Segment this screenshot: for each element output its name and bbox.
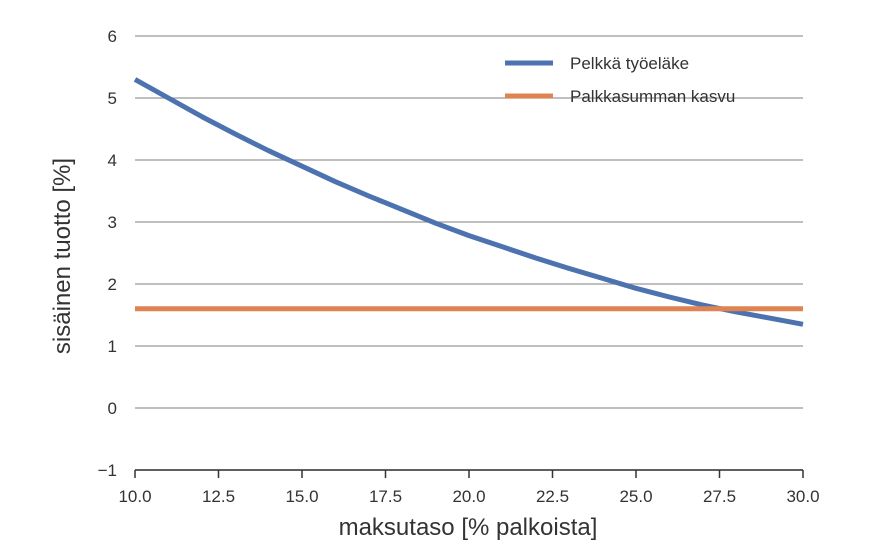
y-tick-label: 6: [108, 27, 117, 46]
series-lines: [133, 77, 804, 327]
y-tick-label: 0: [108, 399, 117, 418]
x-tick-label: 20.0: [452, 487, 485, 506]
y-tick-label: 4: [108, 151, 117, 170]
x-tick-label: 15.0: [285, 487, 318, 506]
axes: −1 0 1 2 3 4 5 6 10.0 12.5 15.0 17.5 20.0 22.5 25.0 27.…: [98, 27, 820, 506]
legend-label-2: Palkkasumman kasvu: [570, 87, 735, 106]
x-tick-label: 30.0: [786, 487, 819, 506]
x-tick-label: 10.0: [118, 487, 151, 506]
series-line-1: [133, 77, 804, 327]
x-tick-label: 27.5: [703, 487, 736, 506]
legend-label-1: Pelkkä työeläke: [570, 54, 689, 73]
x-axis-label: maksutaso [% palkoista]: [339, 514, 598, 541]
y-tick-label: 5: [108, 89, 117, 108]
x-tick-label: 12.5: [202, 487, 235, 506]
x-tick-label: 25.0: [619, 487, 652, 506]
legend: Pelkkä työeläke Palkkasumman kasvu: [505, 54, 735, 106]
y-tick-label: 3: [108, 213, 117, 232]
gridlines: [135, 35, 803, 471]
y-tick-label: 1: [108, 337, 117, 356]
y-tick-label: −1: [98, 461, 117, 480]
x-tick-label: 22.5: [536, 487, 569, 506]
x-tick-label: 17.5: [369, 487, 402, 506]
y-axis-label: sisäinen tuotto [%]: [49, 158, 76, 354]
y-tick-label: 2: [108, 275, 117, 294]
